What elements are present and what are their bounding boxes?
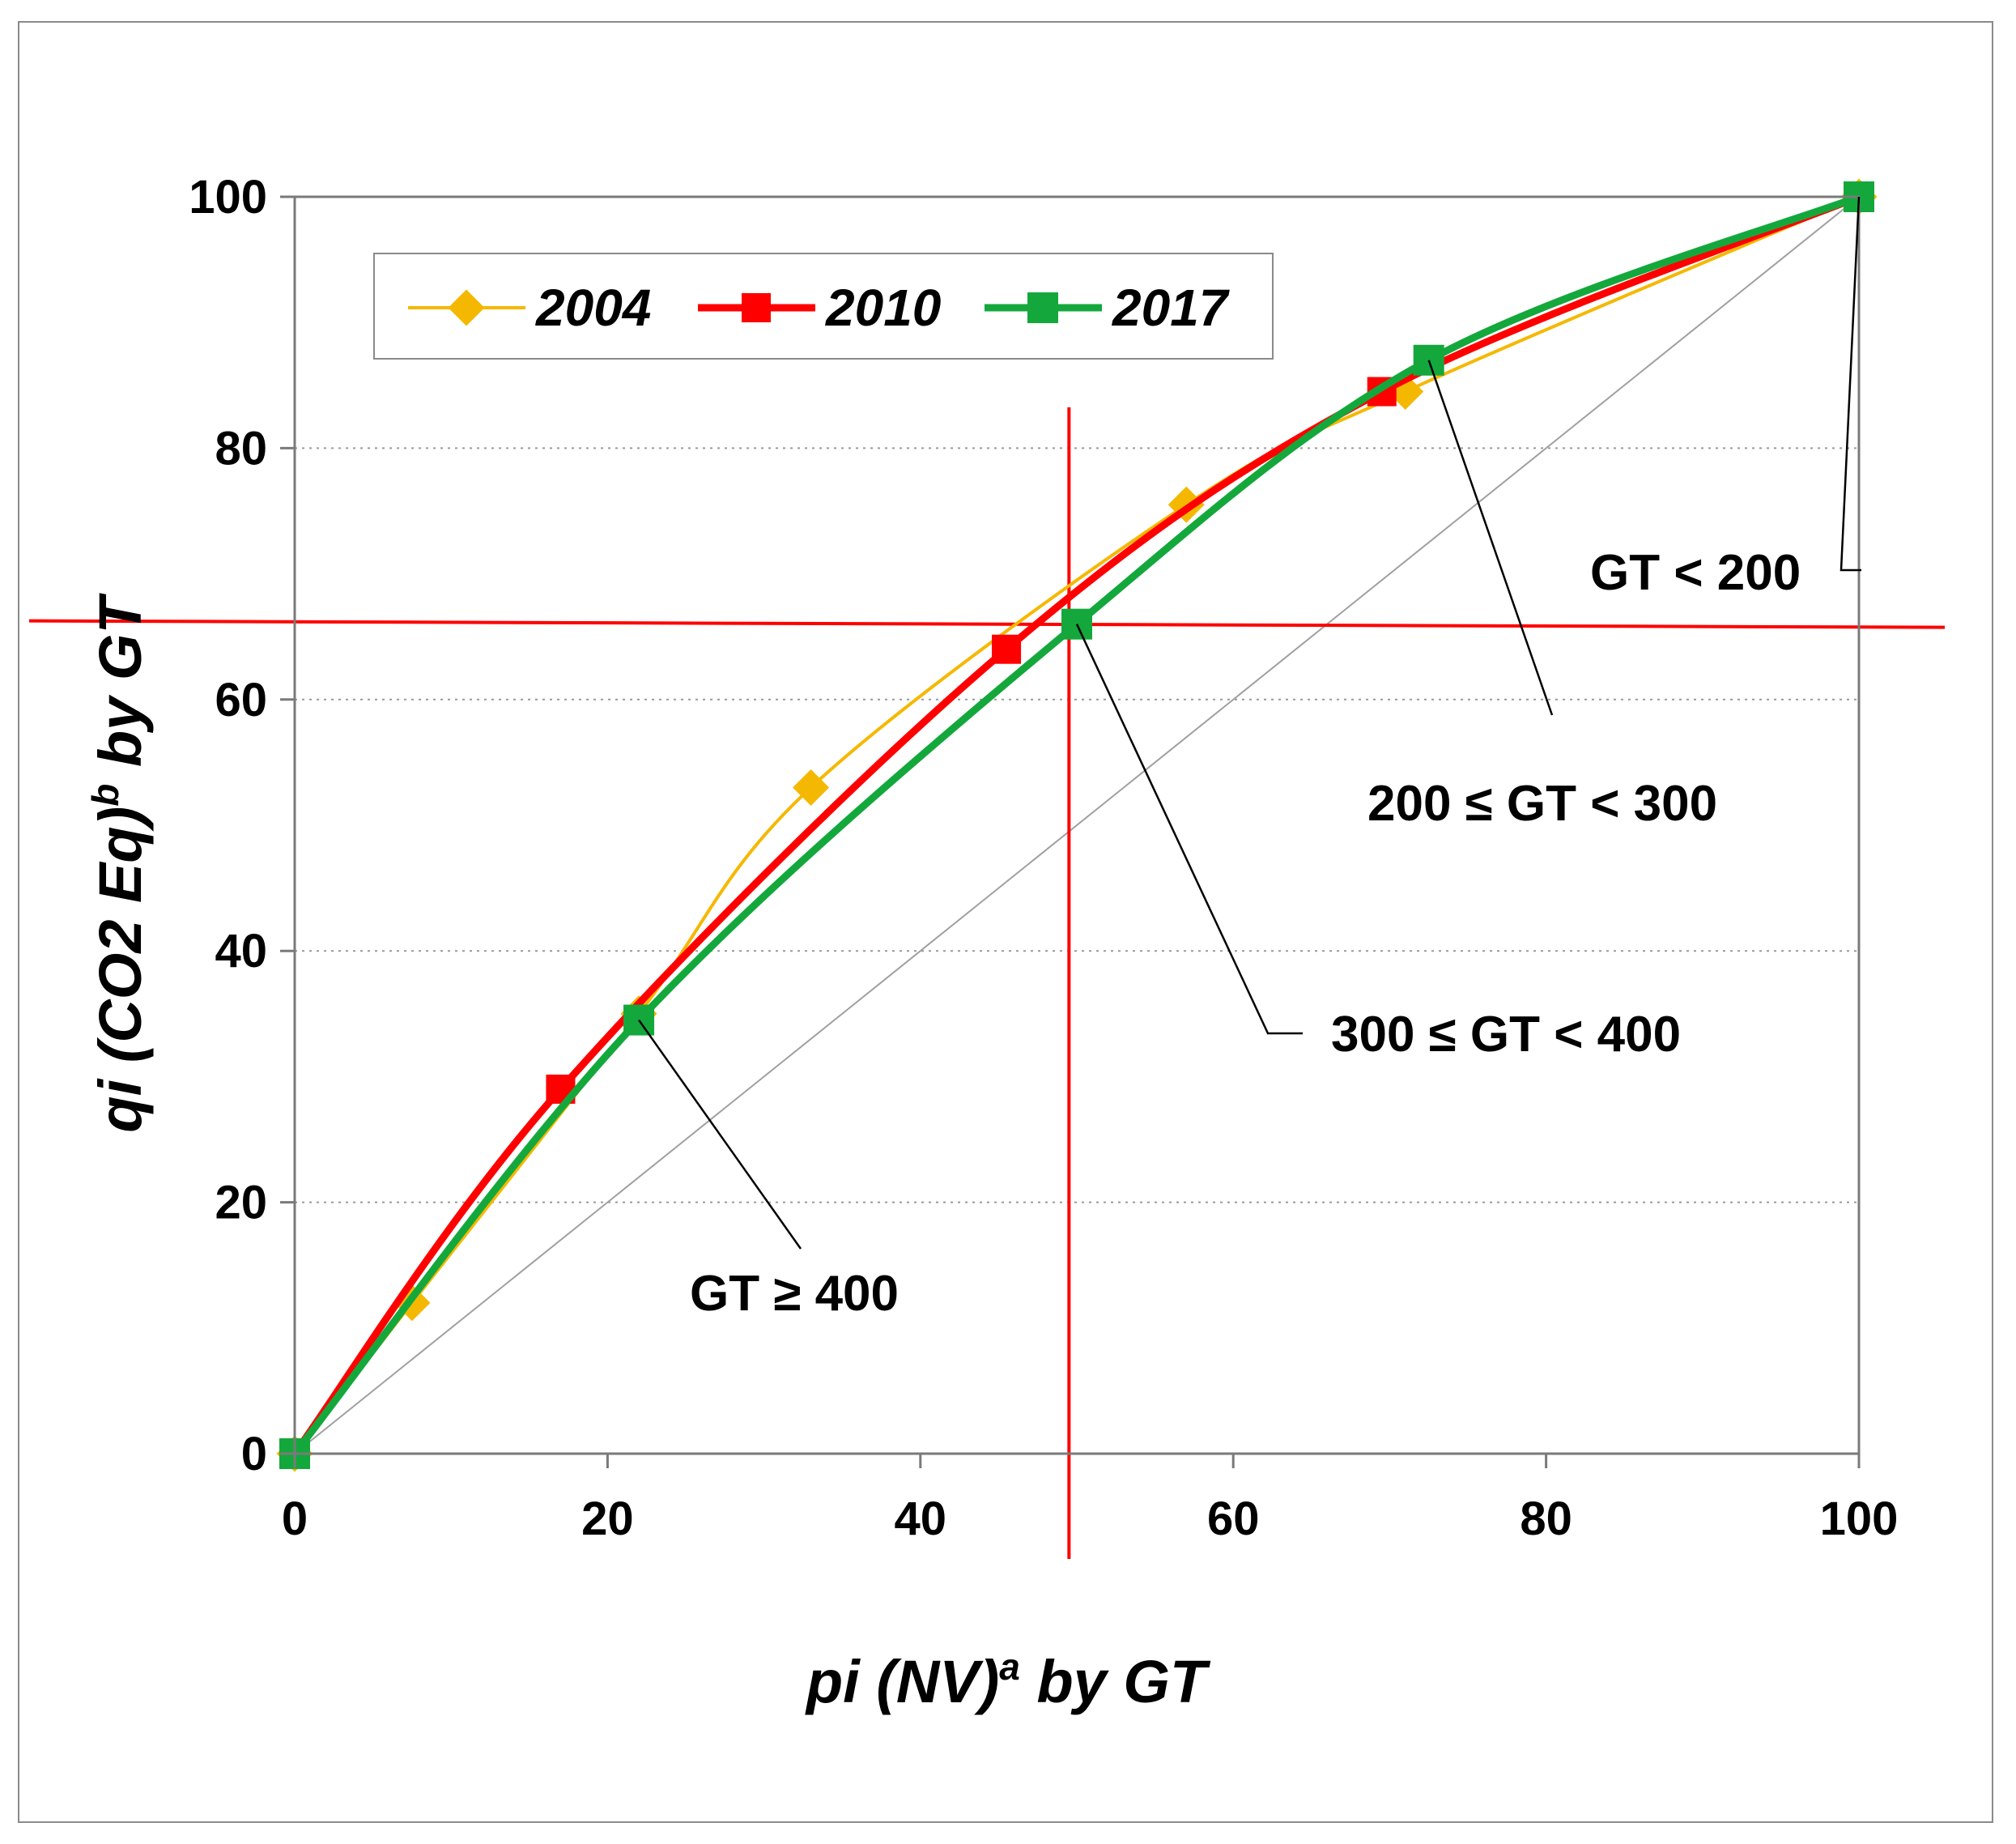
- annotation-label-0: GT < 200: [1590, 545, 1801, 601]
- y-axis-title-suffix: by GT: [87, 593, 154, 784]
- legend-label-2017: 2017: [1112, 279, 1231, 337]
- annotation-leader-1: [1427, 360, 1554, 716]
- y-tick-labels: 0 20 40 60 80 100: [189, 171, 295, 1480]
- legend-label-2010: 2010: [825, 279, 941, 337]
- crosshair-horizontal: [28, 619, 1946, 629]
- annotations: GT < 200 200 ≤ GT < 300 300 ≤ GT < 400 GT ≥…: [638, 196, 1861, 1322]
- x-axis-title-sup: a: [999, 1646, 1020, 1688]
- figure-frame: 0 20 40 60 80 100 0 20 40 60 80 100 pi (NV)a by GT…: [18, 21, 1993, 1823]
- x-axis-title: pi (NV)a by GT: [805, 1646, 1211, 1715]
- x-tick-label-40: 40: [895, 1493, 947, 1545]
- y-tick-label-20: 20: [215, 1177, 267, 1229]
- equality-diagonal: [294, 196, 1860, 1454]
- gridlines: [295, 447, 1859, 1203]
- y-tick-label-80: 80: [215, 422, 267, 475]
- legend-marker-2010: [742, 293, 771, 322]
- y-tick-label-60: 60: [215, 674, 267, 726]
- plot-area-border: [293, 195, 1861, 1455]
- x-axis-title-main: pi (NV): [805, 1648, 999, 1715]
- x-tick-label-20: 20: [581, 1493, 634, 1545]
- series-group: [276, 178, 1878, 1472]
- x-tick-label-60: 60: [1207, 1493, 1260, 1545]
- legend-marker-2017: [1027, 292, 1058, 323]
- annotation-leader-0: [1839, 196, 1861, 572]
- y-tick-label-40: 40: [215, 925, 267, 977]
- annotation-leader-3: [638, 1019, 802, 1250]
- y-axis-title: qi (CO2 Eq)b by GT: [84, 593, 154, 1133]
- annotation-label-1: 200 ≤ GT < 300: [1367, 776, 1717, 832]
- annotation-leader-2: [1075, 624, 1303, 1035]
- legend: 2004 2010 2017: [373, 253, 1274, 360]
- y-tick-label-100: 100: [189, 171, 267, 224]
- x-axis-title-suffix: by GT: [1020, 1648, 1211, 1715]
- annotation-label-2: 300 ≤ GT < 400: [1331, 1007, 1681, 1063]
- point-2010-2: [992, 634, 1022, 664]
- series-line-2004: [293, 195, 1860, 1455]
- point-2004-3: [793, 769, 830, 806]
- y-tick-label-0: 0: [241, 1428, 267, 1480]
- legend-marker-2004: [448, 289, 485, 326]
- x-tick-labels: 0 20 40 60 80 100: [282, 1454, 1899, 1545]
- x-tick-label-100: 100: [1820, 1493, 1899, 1545]
- y-axis-title-main: qi (CO2 Eq): [87, 807, 154, 1133]
- legend-label-2004: 2004: [535, 279, 651, 337]
- x-tick-label-80: 80: [1520, 1493, 1572, 1545]
- y-axis-title-sup: b: [84, 784, 126, 807]
- x-tick-label-0: 0: [282, 1493, 308, 1545]
- annotation-label-3: GT ≥ 400: [690, 1266, 899, 1322]
- chart: 0 20 40 60 80 100 0 20 40 60 80 100 pi (NV)a by GT…: [28, 171, 1946, 1715]
- series-line-2017: [291, 193, 1861, 1456]
